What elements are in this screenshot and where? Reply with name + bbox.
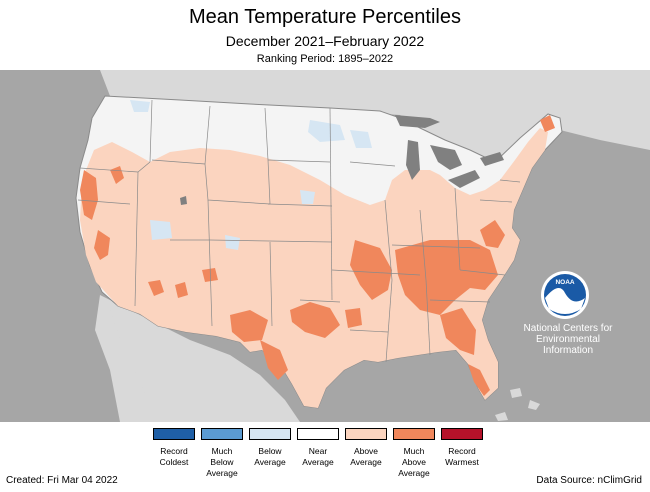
legend-item-0: Record Coldest [150,428,198,468]
legend-label: Near Average [302,446,334,467]
canada-land [0,70,650,165]
above-average-region [80,128,548,408]
noaa-logo: NOAA [541,271,589,319]
us-temperature-map: NOAA [0,70,650,422]
map-subtitle: December 2021–February 2022 [225,33,425,49]
mexico-land [95,295,300,422]
ncei-line-1: National Centers for [523,323,613,334]
ncei-label: National Centers for Environmental Infor… [518,323,618,356]
legend-swatch [249,428,291,440]
ncei-line-2: Environmental [536,334,600,345]
caribbean-islands [495,388,540,421]
below-average-patches [130,100,372,250]
legend: Record Coldest Much Below Average Below Averag… [150,428,490,478]
great-salt-lake [180,196,187,205]
legend-item-5: Much Above Average [390,428,438,479]
legend-label: Below Average [254,446,286,467]
legend-label: Record Warmest [445,446,479,467]
state-borders [77,99,521,363]
noaa-logo-bird [545,288,585,314]
much-above-average-patches [80,115,555,396]
legend-label: Much Below Average [206,446,238,478]
legend-label: Much Above Average [398,446,430,478]
ranking-period: Ranking Period: 1895–2022 [256,53,394,65]
legend-label: Above Average [350,446,382,467]
legend-item-2: Below Average [246,428,294,468]
legend-label: Record Coldest [159,446,189,467]
created-date: Created: Fri Mar 04 2022 [6,475,118,486]
map-title: Mean Temperature Percentiles [189,6,461,28]
legend-swatch [393,428,435,440]
data-source: Data Source: nClimGrid [536,475,642,486]
great-lakes [395,115,504,188]
baja-peninsula [108,310,148,405]
legend-item-4: Above Average [342,428,390,468]
legend-item-3: Near Average [294,428,342,468]
ncei-line-3: Information [542,345,594,356]
noaa-logo-wordmark: NOAA [555,279,574,286]
legend-item-1: Much Below Average [198,428,246,479]
legend-swatch [201,428,243,440]
legend-swatch [441,428,483,440]
legend-swatch [297,428,339,440]
legend-item-6: Record Warmest [438,428,486,468]
legend-swatch [153,428,195,440]
legend-swatch [345,428,387,440]
